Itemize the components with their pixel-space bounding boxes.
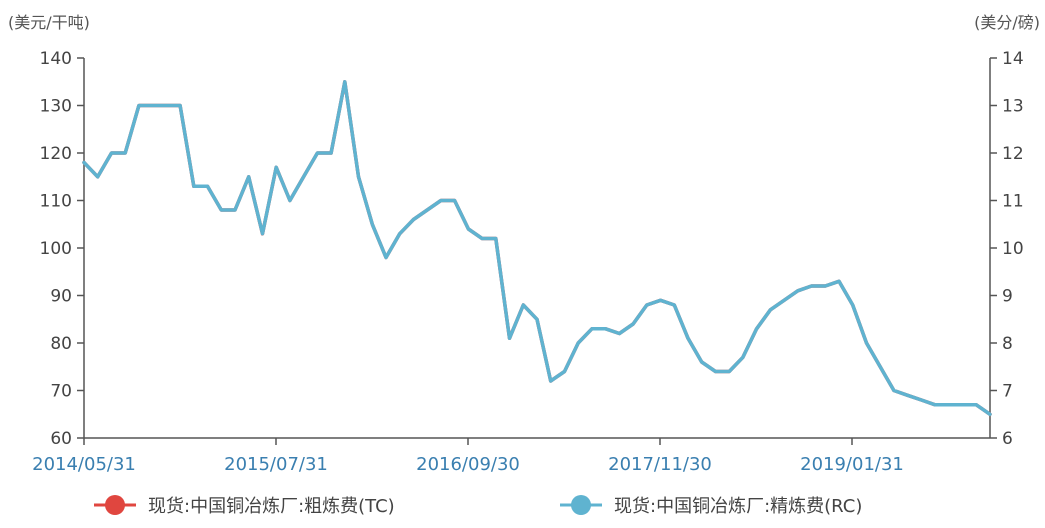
left-tick-label: 80	[50, 334, 72, 354]
right-tick-label: 9	[1002, 287, 1013, 307]
series-line-tc	[82, 80, 992, 417]
legend-item-rc[interactable]: 现货:中国铜冶炼厂:精炼费(RC)	[560, 495, 862, 517]
right-tick-label: 11	[1002, 192, 1024, 212]
x-tick-label: 2017/11/30	[608, 454, 712, 475]
x-tick-label: 2016/09/30	[416, 454, 520, 475]
series-line-rc	[82, 80, 992, 417]
x-tick-label: 2015/07/31	[224, 454, 328, 475]
right-tick-label: 13	[1002, 97, 1024, 117]
legend-label-rc: 现货:中国铜冶炼厂:精炼费(RC)	[614, 496, 862, 517]
right-tick-label: 6	[1002, 429, 1013, 449]
left-axis-unit: (美元/干吨)	[8, 13, 90, 32]
left-tick-label: 130	[40, 97, 72, 117]
right-tick-label: 8	[1002, 334, 1013, 354]
left-tick-label: 70	[50, 382, 72, 402]
x-tick-label: 2019/01/31	[800, 454, 904, 475]
right-axis-unit: (美分/磅)	[974, 13, 1040, 32]
legend-item-tc[interactable]: 现货:中国铜冶炼厂:粗炼费(TC)	[94, 495, 395, 517]
right-tick-label: 14	[1002, 49, 1024, 69]
legend-marker-tc	[105, 495, 125, 515]
left-tick-label: 110	[40, 192, 72, 212]
left-y-ticks: 60 70 80 90 100 110 120 130 140	[40, 49, 84, 449]
left-tick-label: 60	[50, 429, 72, 449]
right-tick-label: 12	[1002, 144, 1024, 164]
right-y-ticks: 6 7 8 9 10 11 12 13 14	[990, 49, 1024, 449]
right-tick-label: 10	[1002, 239, 1024, 259]
legend-marker-rc	[571, 495, 591, 515]
x-ticks: 2014/05/31 2015/07/31 2016/09/30 2017/11/30…	[32, 438, 904, 475]
series-layer	[82, 80, 992, 417]
left-tick-label: 90	[50, 287, 72, 307]
right-tick-label: 7	[1002, 382, 1013, 402]
left-tick-label: 120	[40, 144, 72, 164]
x-tick-label: 2014/05/31	[32, 454, 136, 475]
legend: 现货:中国铜冶炼厂:粗炼费(TC) 现货:中国铜冶炼厂:精炼费(RC)	[94, 495, 862, 517]
left-tick-label: 140	[40, 49, 72, 69]
left-tick-label: 100	[40, 239, 72, 259]
legend-label-tc: 现货:中国铜冶炼厂:粗炼费(TC)	[148, 496, 395, 517]
